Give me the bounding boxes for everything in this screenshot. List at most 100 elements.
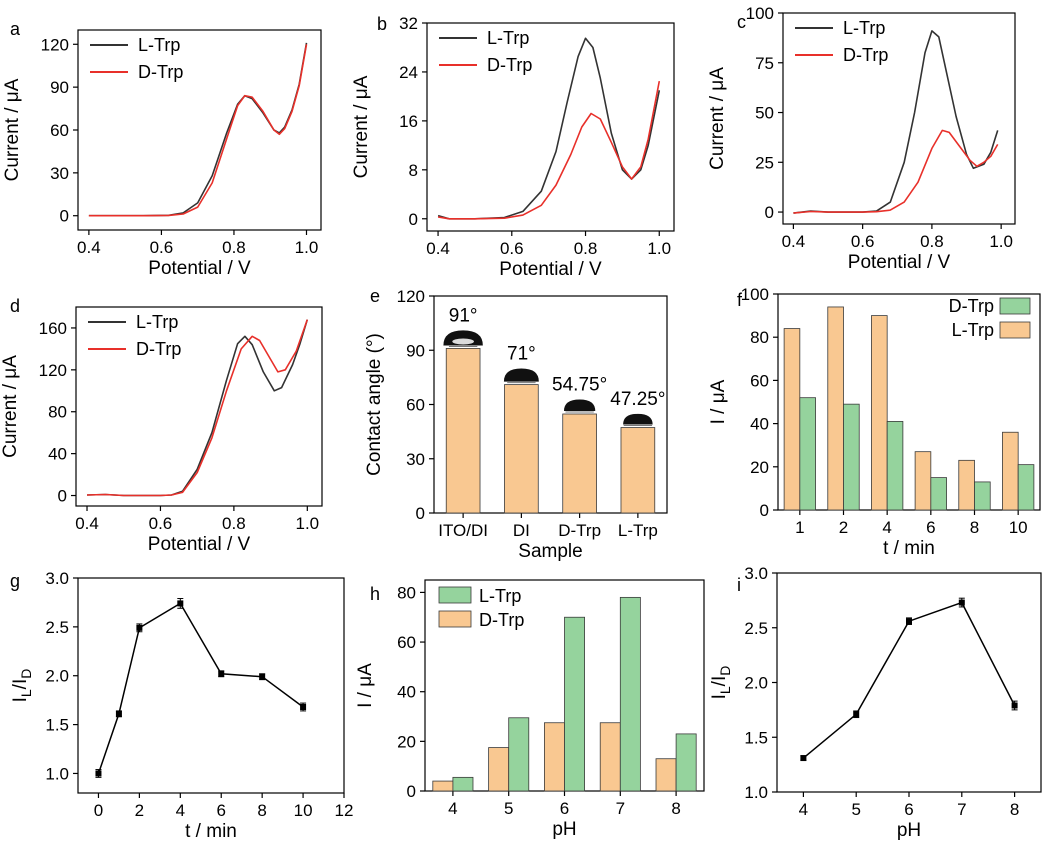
x-tick-label: 1.0 <box>295 514 319 533</box>
y-tick-label: 120 <box>39 361 67 380</box>
legend-label: L-Trp <box>843 18 885 38</box>
data-point <box>115 710 122 717</box>
x-tick-label: 2 <box>839 518 848 537</box>
bar-d-trp <box>930 477 947 511</box>
x-axis-title: Potential / V <box>848 252 951 273</box>
y-axis-title: Current / μA <box>0 355 21 458</box>
x-tick-label: 4 <box>176 801 185 820</box>
bar-l-trp <box>619 596 641 792</box>
x-tick-label: 6 <box>904 800 913 819</box>
x-tick-label: 1.0 <box>647 239 671 258</box>
y-tick-label: 30 <box>406 450 425 469</box>
panel-letter: c <box>737 12 746 32</box>
bar-annotation: 47.25° <box>610 389 665 410</box>
bar-annotation: 71° <box>507 344 536 365</box>
y-axis-title-part: I <box>10 697 31 702</box>
y-tick-label: 3.0 <box>45 569 69 588</box>
bar-l-trp <box>564 616 585 792</box>
bar <box>620 427 656 514</box>
x-tick-label: 12 <box>335 801 354 820</box>
y-axis-title-part: L <box>18 689 34 697</box>
y-tick-label: 100 <box>741 285 769 304</box>
y-tick-label: 16 <box>399 112 418 131</box>
series-line-d-trp <box>88 44 308 217</box>
x-axis-title: Sample <box>518 541 582 562</box>
y-tick-label: 1.5 <box>45 716 69 735</box>
x-tick-label: 4 <box>448 799 457 818</box>
x-axis-title: Potential / V <box>499 259 602 280</box>
data-point <box>958 599 965 606</box>
bar-annotation: 91° <box>449 305 478 326</box>
y-tick-label: 40 <box>48 445 67 464</box>
panel-letter: a <box>10 19 21 39</box>
y-tick-label: 60 <box>397 633 416 652</box>
series-line <box>802 601 1016 759</box>
x-axis-title: Potential / V <box>148 534 251 555</box>
x-axis-title: pH <box>897 820 921 841</box>
y-tick-label: 0 <box>409 210 418 229</box>
y-tick-label: 0 <box>60 207 69 226</box>
legend-label: L-Trp <box>952 320 994 340</box>
x-tick-label: 0.8 <box>920 232 944 251</box>
x-tick-label: 7 <box>616 799 625 818</box>
y-tick-label: 1.0 <box>45 764 69 783</box>
y-tick-label: 0 <box>407 782 416 801</box>
y-axis-title: IL/ID <box>10 669 34 703</box>
x-tick-label: 2 <box>135 801 144 820</box>
bar-annotation: 54.75° <box>552 375 607 396</box>
x-tick-label: D-Trp <box>558 521 601 540</box>
series-line-l-trp <box>793 30 999 214</box>
series-line-d-trp <box>86 319 309 497</box>
y-axis-title: Current / μA <box>351 75 372 178</box>
x-tick-label: 0.6 <box>500 239 524 258</box>
legend-label: L-Trp <box>479 586 521 606</box>
legend-label: D-Trp <box>138 62 183 82</box>
x-tick-label: 1 <box>795 518 804 537</box>
x-axis-title: t / min <box>185 821 237 842</box>
legend-label: L-Trp <box>487 28 529 48</box>
plot-frame <box>426 22 675 232</box>
bar-d-trp <box>599 722 621 792</box>
y-axis-title-part: D <box>18 669 34 679</box>
plot-frame <box>75 306 323 507</box>
series-line <box>97 602 304 774</box>
y-tick-label: 100 <box>746 4 774 23</box>
x-tick-label: 0.8 <box>222 514 246 533</box>
y-tick-label: 90 <box>50 78 69 97</box>
data-point <box>95 770 102 777</box>
bar-l-trp <box>508 717 530 792</box>
x-tick-label: 0.8 <box>574 239 598 258</box>
x-tick-label: 0.4 <box>77 238 101 257</box>
bar-d-trp <box>974 481 991 511</box>
x-tick-label: 7 <box>957 800 966 819</box>
panel-letter: b <box>377 14 387 34</box>
panel-d: 0.4 0.6 0.8 1.0 0 40 80 120 160 Potential / V Curr… <box>0 296 323 555</box>
y-tick-label: 60 <box>406 396 425 415</box>
x-tick-label: 6 <box>216 801 225 820</box>
legend-label: D-Trp <box>136 339 181 359</box>
x-axis-title: t / min <box>883 538 935 559</box>
y-axis-title-part: /I <box>709 676 730 687</box>
x-tick-label: 0.4 <box>426 239 450 258</box>
legend-swatch <box>438 610 472 628</box>
x-tick-label: 0.6 <box>150 238 174 257</box>
x-tick-label: 4 <box>882 518 891 537</box>
x-axis-title: pH <box>552 819 576 840</box>
x-tick-label: 0 <box>94 801 103 820</box>
data-point <box>259 673 266 680</box>
legend-swatch <box>999 297 1031 315</box>
panel-letter: f <box>737 290 743 310</box>
panel-letter: i <box>737 575 741 595</box>
bar <box>504 384 539 514</box>
panel-b: 0.4 0.6 0.8 1.0 0 8 16 24 32 Potential / V Current… <box>351 14 675 280</box>
plot-frame <box>776 572 1042 793</box>
y-tick-label: 1.0 <box>744 783 768 802</box>
x-tick-label: 1.0 <box>989 232 1013 251</box>
bar-l-trp <box>452 776 474 792</box>
x-tick-label: 10 <box>294 801 313 820</box>
x-tick-label: ITO/DI <box>438 521 488 540</box>
bar-l-trp <box>958 459 975 511</box>
y-tick-label: 0 <box>765 203 774 222</box>
y-tick-label: 30 <box>50 164 69 183</box>
